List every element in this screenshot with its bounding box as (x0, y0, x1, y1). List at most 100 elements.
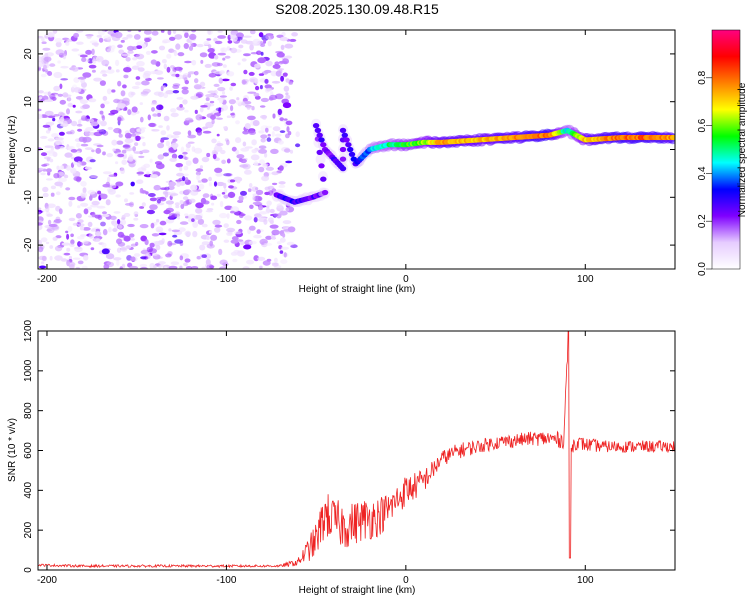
spectrogram-noise-speckle (150, 174, 158, 179)
spectrogram-noise-speckle (183, 43, 189, 49)
spectrogram-noise-speckle (45, 178, 53, 181)
spectrogram-noise-speckle (211, 138, 217, 144)
spectrogram-noise-speckle (117, 116, 122, 122)
spectrogram-noise-speckle (170, 193, 179, 196)
spectrogram-noise-speckle (280, 246, 289, 250)
spectrogram-noise-speckle (91, 149, 95, 153)
spectrogram-noise-speckle (75, 266, 80, 269)
spectrogram-noise-speckle (291, 32, 298, 37)
spectrogram-noise-speckle (259, 105, 266, 108)
spectrogram-noise-speckle (57, 93, 63, 97)
spectrogram-noise-speckle (149, 197, 157, 202)
spectrogram-noise-speckle (206, 208, 214, 211)
spectrogram-noise-speckle (258, 145, 267, 149)
snr-x-tick-label: 0 (403, 575, 409, 586)
spectrogram-noise-speckle (214, 55, 219, 60)
spectrogram-noise-speckle (244, 123, 251, 129)
spectrogram-signal-cell (318, 137, 325, 143)
spectrogram-noise-speckle (73, 176, 82, 182)
spectrogram-noise-speckle (279, 117, 285, 121)
spectrogram-y-ticks: -20 -10 0 10 20 (23, 48, 675, 252)
spectrogram-noise-speckle (280, 259, 288, 264)
spectrogram-noise-speckle (105, 199, 111, 206)
spectrogram-noise-speckle (279, 250, 284, 254)
spectrogram-noise-speckle (270, 148, 279, 154)
spectrogram-noise-speckle (71, 48, 80, 52)
spectrogram-noise-speckle (199, 165, 203, 169)
spectrogram-noise-speckle (130, 181, 135, 187)
spectrogram-noise-speckle (50, 185, 57, 190)
spectrogram-noise-speckle (113, 211, 121, 214)
spectrogram-noise-speckle (115, 194, 121, 198)
spectrogram-noise-speckle (78, 223, 85, 227)
spectrogram-noise-speckle (183, 262, 188, 267)
spectrogram-noise-speckle (38, 90, 44, 94)
spectrogram-signal-cell (318, 163, 325, 169)
spectrogram-noise-speckle (117, 241, 126, 247)
spectrogram-noise-speckle (38, 167, 44, 171)
spectrogram-noise-speckle (223, 239, 230, 243)
spectrogram-noise-speckle (226, 213, 230, 219)
spectrogram-noise-speckle (65, 41, 70, 46)
spectrogram-noise-speckle (102, 171, 112, 175)
spectrogram-noise-speckle (52, 151, 58, 157)
spectrogram-noise-speckle (205, 94, 214, 98)
spectrogram-noise-speckle (133, 253, 141, 257)
spectrogram-noise-speckle (207, 103, 215, 107)
spectrogram-noise-speckle (284, 148, 291, 153)
spectrogram-noise-speckle (141, 43, 147, 49)
spectrogram-noise-speckle (62, 92, 69, 98)
spectrogram-noise-speckle (83, 208, 89, 215)
spectrogram-noise-speckle (88, 98, 97, 103)
spectrogram-noise-speckle (64, 174, 69, 179)
spectrogram-noise-speckle (240, 158, 247, 164)
spectrogram-noise-speckle (219, 200, 224, 208)
spectrogram-noise-speckle (275, 93, 284, 100)
spectrogram-noise-speckle (47, 115, 56, 119)
spectrogram-signal-cell (314, 127, 322, 133)
spectrogram-noise-speckle (163, 63, 167, 70)
spectrogram-noise-speckle (103, 35, 112, 40)
spectrogram-noise-speckle (142, 142, 146, 147)
spectrogram-noise-speckle (53, 219, 62, 223)
spectrogram-noise-speckle (166, 53, 172, 59)
spectrogram-noise-speckle (82, 187, 87, 194)
spectrogram-noise-speckle (143, 163, 151, 168)
spectrogram-noise-speckle (160, 187, 167, 190)
snr-panel: -200 -100 0 100 0 200 400 600 800 1000 1200 Heigh… (7, 319, 676, 596)
snr-y-tick-label: 1200 (23, 319, 34, 342)
spectrogram-noise-speckle (89, 195, 93, 201)
spectrogram-x-tick-label: 0 (403, 274, 409, 285)
spectrogram-noise-speckle (65, 187, 71, 191)
spectrogram-noise-speckle (247, 115, 256, 121)
spectrogram-noise-speckle (263, 242, 273, 246)
spectrogram-noise-speckle (173, 50, 178, 57)
spectrogram-noise-speckle (122, 144, 131, 149)
spectrogram-noise-speckle (256, 50, 262, 56)
spectrogram-noise-speckle (282, 72, 288, 77)
spectrogram-noise-speckle (238, 44, 244, 49)
spectrogram-y-tick-label: 0 (23, 146, 34, 152)
spectrogram-noise-speckle (278, 165, 284, 171)
spectrogram-noise-speckle (156, 218, 160, 223)
spectrogram-noise-speckle (133, 34, 141, 40)
spectrogram-noise-speckle (244, 215, 253, 221)
spectrogram-noise-speckle (58, 208, 63, 215)
spectrogram-noise-speckle (264, 186, 271, 191)
spectrogram-noise-speckle (179, 200, 184, 205)
spectrogram-noise-speckle (208, 176, 213, 182)
spectrogram-noise-speckle (197, 218, 205, 225)
spectrogram-noise-speckle (116, 259, 120, 266)
spectrogram-noise-speckle (151, 233, 160, 237)
spectrogram-noise-speckle (270, 70, 278, 77)
spectrogram-noise-speckle (124, 138, 134, 144)
spectrogram-noise-speckle (235, 149, 240, 155)
spectrogram-noise-speckle (140, 256, 147, 260)
spectrogram-noise-speckle (93, 77, 102, 82)
spectrogram-noise-speckle (54, 255, 63, 261)
spectrogram-noise-speckle (295, 143, 301, 148)
spectrogram-noise-speckle (58, 131, 65, 136)
spectrogram-noise-speckle (158, 125, 163, 128)
spectrogram-noise-speckle (96, 34, 102, 38)
spectrogram-noise-speckle (45, 130, 51, 134)
